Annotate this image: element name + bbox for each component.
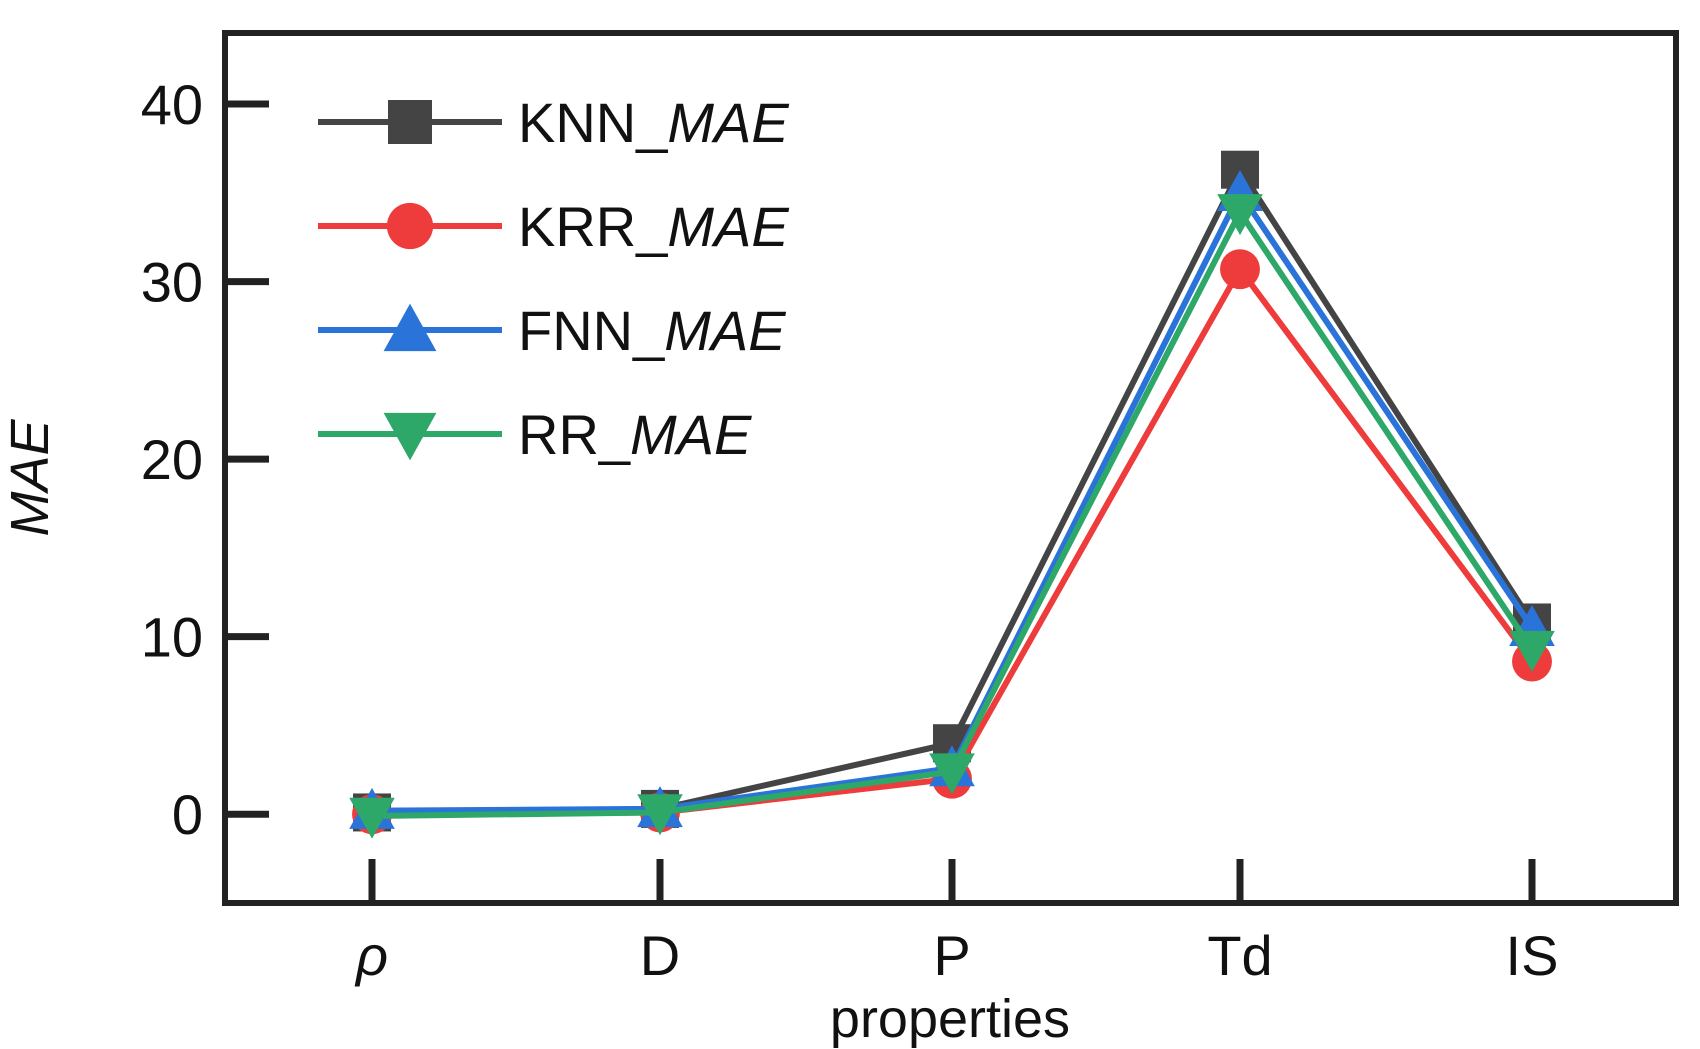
legend-item-fnn-mae: FNN_MAE xyxy=(318,299,786,362)
x-tick-label: P xyxy=(933,924,970,987)
x-tick-label: Td xyxy=(1207,924,1272,987)
y-tick-label: 10 xyxy=(141,606,203,669)
legend-marker xyxy=(388,100,432,144)
data-point-rr-mae xyxy=(1509,630,1555,672)
legend-label: RR_MAE xyxy=(518,403,752,466)
legend-item-krr-mae: KRR_MAE xyxy=(318,195,789,258)
legend-label: KRR_MAE xyxy=(518,195,789,258)
legend-item-knn-mae: KNN_MAE xyxy=(318,91,789,154)
y-axis-title: MAE xyxy=(0,419,60,537)
y-axis: 0 10 20 30 40 xyxy=(141,73,269,846)
series-layer xyxy=(349,150,1555,839)
x-axis: ρ D P Td IS xyxy=(354,859,1559,987)
y-tick-label: 20 xyxy=(141,428,203,491)
legend-marker xyxy=(386,202,434,250)
data-point-rr-mae xyxy=(349,797,395,839)
x-tick-label: IS xyxy=(1506,924,1559,987)
x-tick-label: ρ xyxy=(354,924,388,987)
y-tick-label: 30 xyxy=(141,251,203,314)
series-rr-mae xyxy=(349,194,1555,839)
legend: KNN_MAE KRR_MAE FNN_MAE RR_MAE xyxy=(300,60,890,470)
y-tick-label: 40 xyxy=(141,73,203,136)
legend-item-rr-mae: RR_MAE xyxy=(318,403,752,466)
data-point-rr-mae xyxy=(929,753,975,795)
y-tick-label: 0 xyxy=(172,783,203,846)
data-point-krr-mae xyxy=(1220,249,1260,290)
legend-label: FNN_MAE xyxy=(518,299,786,362)
legend-marker xyxy=(383,412,437,461)
x-tick-label: D xyxy=(640,924,680,987)
legend-marker xyxy=(383,303,437,352)
x-axis-title: properties xyxy=(830,989,1070,1049)
data-point-rr-mae xyxy=(637,794,683,836)
data-point-rr-mae xyxy=(1217,194,1263,236)
legend-label: KNN_MAE xyxy=(518,91,789,154)
